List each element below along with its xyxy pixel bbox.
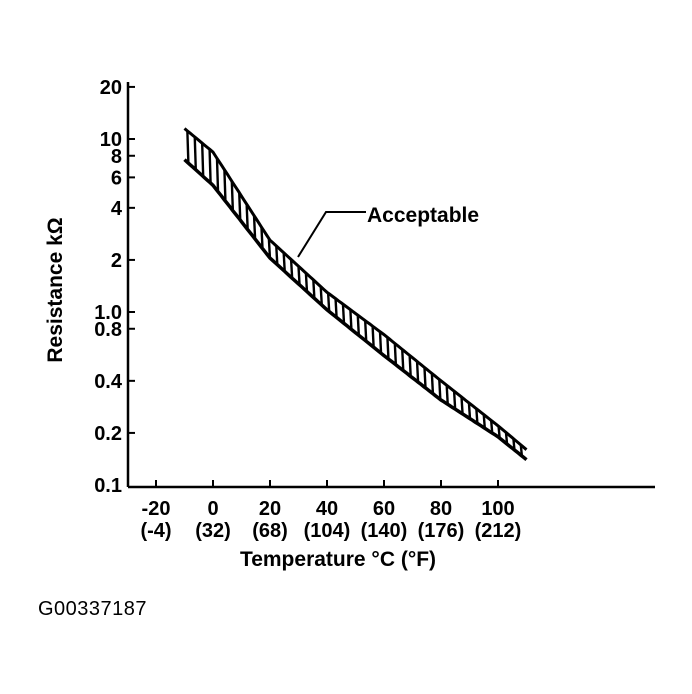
figure-id: G00337187 <box>38 598 148 620</box>
y-axis-label: Resistance kΩ <box>44 217 67 362</box>
hatch-line <box>356 315 360 335</box>
hatch-line <box>445 385 449 404</box>
hatch-line <box>460 396 464 414</box>
x-axis-label: Temperature °C (°F) <box>240 548 436 571</box>
hatch-line <box>215 158 220 191</box>
hatch-line <box>319 286 323 305</box>
hatch-line <box>275 245 279 264</box>
x-tick-label-fahrenheit: (-4) <box>140 520 171 542</box>
x-tick-label-fahrenheit: (140) <box>361 520 408 542</box>
hatch-line <box>363 320 368 341</box>
x-tick-label-celsius: 40 <box>316 498 338 520</box>
hatch-line <box>186 130 190 163</box>
x-tick-label-celsius: 100 <box>481 498 514 520</box>
hatch-line <box>438 379 442 399</box>
x-tick-label-fahrenheit: (32) <box>195 520 231 542</box>
y-tick-label: 10 <box>100 129 122 151</box>
x-tick-label-fahrenheit: (104) <box>304 520 351 542</box>
hatch-line <box>386 337 390 359</box>
hatch-line <box>326 293 331 311</box>
hatch-line <box>267 238 272 257</box>
hatch-line <box>260 226 264 248</box>
x-tick-label-fahrenheit: (212) <box>475 520 522 542</box>
hatch-line <box>408 355 412 376</box>
y-tick-label: 4 <box>111 198 123 220</box>
hatch-line <box>297 266 301 284</box>
hatch-line <box>312 279 316 298</box>
annotation-label: Acceptable <box>367 204 479 227</box>
y-tick-label: 0.1 <box>94 475 122 497</box>
hatch-line <box>282 252 286 271</box>
x-tick-label-fahrenheit: (68) <box>252 520 288 542</box>
hatch-line <box>467 402 472 419</box>
x-tick-label-celsius: 60 <box>373 498 395 520</box>
y-tick-label: 0.8 <box>94 319 122 341</box>
hatch-line <box>200 143 205 176</box>
hatch-line <box>193 136 197 169</box>
y-tick-label: 2 <box>111 250 122 272</box>
hatch-line <box>230 181 235 210</box>
y-tick-label: 0.2 <box>94 423 122 445</box>
hatch-line <box>245 204 249 229</box>
hatch-line <box>304 272 309 291</box>
hatch-line <box>482 414 486 428</box>
axes: 201086421.00.80.40.20.1-20(-4)0(32)20(68… <box>94 77 655 542</box>
acceptable-band <box>183 127 528 462</box>
hatch-line <box>475 408 479 423</box>
y-tick-label: 20 <box>100 77 122 99</box>
lower-limit-curve <box>183 158 528 462</box>
x-tick-label-celsius: -20 <box>142 498 171 520</box>
hatch-line <box>334 298 338 317</box>
hatch-line <box>415 361 420 382</box>
annotation-leader-line <box>297 211 366 258</box>
hatch-line <box>223 169 227 200</box>
hatch-line <box>423 367 427 388</box>
hatch-line <box>289 259 294 278</box>
y-tick-label: 1.0 <box>94 302 122 324</box>
hatch-line <box>430 373 435 393</box>
y-tick-label: 8 <box>111 146 122 168</box>
hatch-line <box>341 304 346 323</box>
y-tick-label: 6 <box>111 167 122 189</box>
hatch-line <box>452 391 457 409</box>
upper-limit-curve <box>183 127 528 451</box>
hatch-line <box>401 349 405 370</box>
acceptable-annotation: Acceptable <box>297 204 479 258</box>
x-tick-label-celsius: 80 <box>430 498 452 520</box>
x-tick-label-celsius: 0 <box>207 498 218 520</box>
hatch-line <box>252 215 257 238</box>
hatch-line <box>393 343 398 365</box>
x-tick-label-fahrenheit: (176) <box>418 520 465 542</box>
hatch-line <box>238 192 242 219</box>
hatch-line <box>349 309 353 329</box>
hatch-line <box>371 326 375 347</box>
hatch-line <box>378 331 383 353</box>
x-tick-label-celsius: 20 <box>259 498 281 520</box>
y-tick-label: 0.4 <box>94 371 123 393</box>
hatch-line <box>208 149 212 183</box>
